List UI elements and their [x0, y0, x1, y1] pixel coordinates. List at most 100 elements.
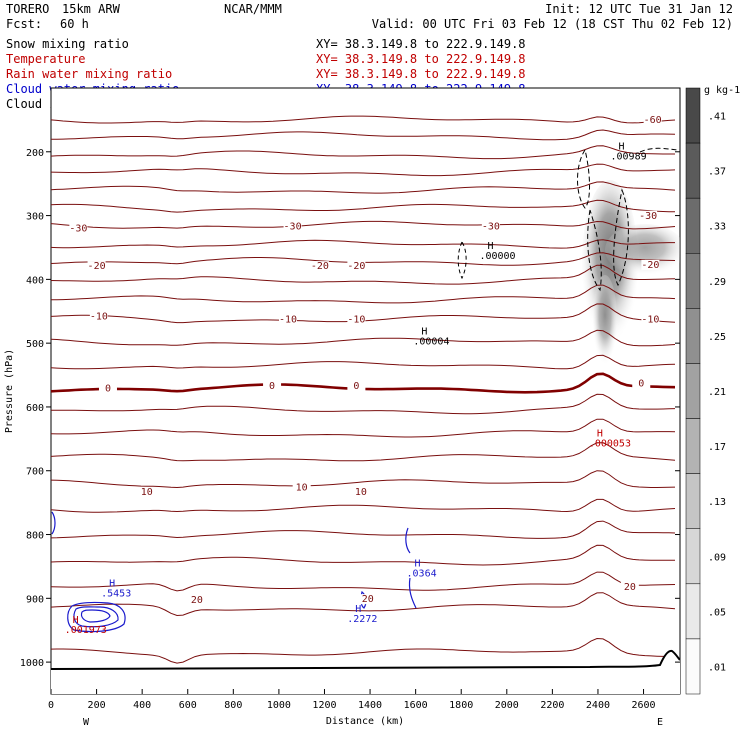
temperature-label: -30	[69, 224, 87, 235]
colorbar-swatch	[685, 142, 701, 199]
colorbar-swatch	[685, 197, 701, 254]
colorbar-swatch	[685, 87, 701, 144]
cloud-ice-contour	[457, 240, 467, 280]
isotherm-line	[51, 264, 676, 285]
y-tick-label: 800	[26, 531, 44, 542]
colorbar-unit: g kg-1	[704, 85, 740, 96]
label-backdrop	[292, 482, 311, 493]
legend-label: Rain water mixing ratio	[6, 67, 172, 81]
x-tick-label: 2200	[540, 700, 564, 711]
cloud-water-contour	[73, 606, 119, 628]
temperature-label: -10	[347, 315, 365, 326]
colorbar-label: .37	[708, 167, 726, 178]
isotherm-line	[51, 220, 676, 230]
temperature-label: 0	[105, 384, 111, 395]
org-label: NCAR/MMM	[224, 2, 282, 16]
isotherm-line	[51, 470, 676, 489]
colorbar-swatch	[685, 473, 701, 529]
extremum-h-marker: H	[618, 141, 624, 152]
temperature-label: 0	[353, 381, 359, 392]
terrain-fill	[51, 650, 680, 694]
legend-xy: XY= 38.3.149.8 to 222.9.149.8	[316, 52, 526, 66]
colorbar-swatch	[685, 528, 701, 585]
colorbar-label: .25	[708, 332, 726, 343]
snow-shading-anvil	[605, 224, 680, 276]
colorbar-label: .13	[708, 497, 726, 508]
isotherm-line	[51, 571, 676, 592]
label-backdrop	[347, 314, 366, 325]
isotherm-line	[51, 199, 676, 213]
y-tick-label: 200	[26, 148, 44, 159]
resolution-label: 15km ARW	[62, 2, 121, 16]
colorbar-swatch	[685, 253, 701, 309]
colorbar-swatch	[685, 418, 701, 474]
isotherm-line	[51, 129, 676, 141]
label-backdrop	[620, 582, 639, 593]
extremum-value: .000053	[589, 438, 631, 449]
label-backdrop	[347, 381, 366, 392]
label-backdrop	[187, 594, 206, 605]
isotherm-line	[51, 329, 676, 347]
isotherm-line	[51, 115, 676, 124]
label-backdrop	[263, 381, 282, 392]
temperature-label: 10	[141, 487, 153, 498]
isotherm-line	[51, 442, 676, 462]
cloud-water-contours	[51, 511, 417, 633]
contour-labels: -60 -30 -30 -30 -30 -20 -20 -20 -20 -10 -10 -10 -10 0…	[69, 115, 662, 606]
extremum-h-marker: H	[597, 428, 603, 439]
y-tick-label: 400	[26, 275, 44, 286]
label-backdrop	[643, 115, 662, 126]
colorbar-label: .01	[708, 662, 726, 673]
colorbar-label: .05	[708, 607, 726, 618]
extremum-value: .5453	[101, 588, 131, 599]
temperature-label: -30	[639, 211, 657, 222]
cloud-water-contour	[405, 527, 411, 554]
cloud-water-contour	[67, 601, 126, 633]
snow-shading-tail	[593, 275, 617, 365]
temperature-label: -20	[347, 261, 365, 272]
legend-label: Temperature	[6, 52, 85, 66]
label-backdrop	[87, 261, 106, 272]
y-tick-label: 500	[26, 339, 44, 350]
isotherm-line	[51, 520, 676, 539]
x-tick-label: 1800	[449, 700, 473, 711]
x-tick-label: 1200	[312, 700, 336, 711]
label-backdrop	[310, 261, 329, 272]
label-backdrop	[641, 259, 660, 270]
isotherm-line	[51, 544, 676, 566]
label-backdrop	[358, 594, 377, 605]
isotherm-line	[51, 637, 675, 664]
plot-area: -60 -30 -30 -30 -30 -20 -20 -20 -20 -10 -10 -10 -10 0…	[50, 87, 681, 695]
temperature-label: -30	[284, 222, 302, 233]
isotherm-line	[51, 239, 675, 249]
temperature-label: 10	[355, 487, 367, 498]
isotherm-line	[51, 163, 676, 177]
legend-xy: XY= 38.3.149.8 to 222.9.149.8	[316, 37, 526, 51]
extremum-value: .001973	[65, 625, 107, 636]
valid-time: Valid: 00 UTC Fri 03 Feb 12 (18 CST Thu …	[372, 17, 733, 31]
extremum-value: .00989	[610, 151, 646, 162]
isotherm-line	[51, 181, 676, 194]
east-label: E	[657, 717, 663, 728]
isotherm-line	[51, 418, 676, 438]
terrain-line	[51, 649, 680, 670]
colorbar-label: .33	[708, 222, 726, 233]
label-backdrop	[639, 210, 658, 221]
y-tick-label: 900	[26, 594, 44, 605]
x-tick-label: 400	[133, 700, 151, 711]
extremum-value: .2272	[347, 614, 377, 625]
label-backdrop	[351, 486, 370, 497]
y-tick-label: 1000	[20, 658, 44, 669]
label-backdrop	[481, 221, 500, 232]
temperature-label: 20	[624, 582, 636, 593]
extremum-value: .00000	[479, 251, 515, 262]
cloud-ice-contour	[587, 209, 602, 292]
cloud-ice-contour	[577, 148, 590, 209]
label-backdrop	[279, 314, 298, 325]
label-backdrop	[137, 486, 156, 497]
isotherm-line	[51, 393, 676, 415]
y-tick-label: 300	[26, 212, 44, 223]
isotherm-line	[51, 284, 676, 304]
